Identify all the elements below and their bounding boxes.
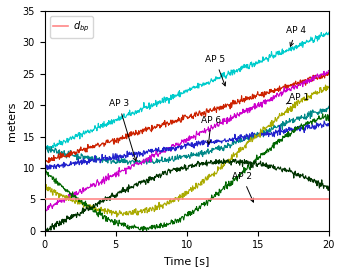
Text: AP 2: AP 2 [232, 172, 254, 202]
Text: AP 3: AP 3 [109, 99, 137, 161]
X-axis label: Time [s]: Time [s] [164, 256, 210, 266]
Text: AP 1: AP 1 [286, 93, 309, 104]
Legend: $d_{bp}$: $d_{bp}$ [50, 16, 93, 38]
Y-axis label: meters: meters [7, 101, 17, 141]
Text: AP 6: AP 6 [201, 116, 221, 144]
Text: AP 4: AP 4 [286, 26, 306, 46]
Text: AP 5: AP 5 [205, 55, 226, 86]
